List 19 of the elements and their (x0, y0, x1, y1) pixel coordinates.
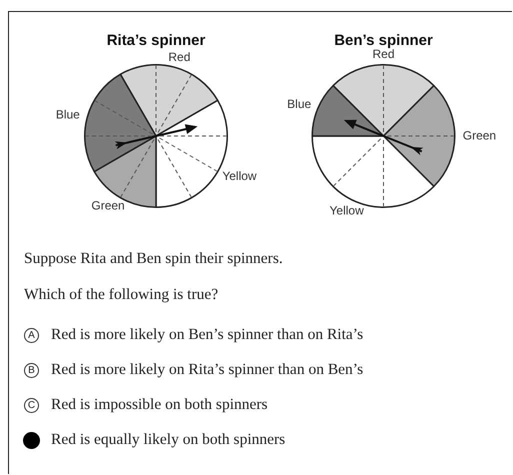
slice-label: Red (372, 47, 395, 62)
text: Red is more likely on Rita’s spinner than on Ben’s (51, 361, 364, 379)
text: B (24, 362, 39, 378)
text: A (24, 328, 39, 342)
text: C (24, 398, 39, 412)
slice-label: Green (91, 198, 125, 213)
text: Red is more likely on Ben’s spinner than on Rita’s (51, 326, 364, 344)
slice-label: Yellow (329, 203, 364, 218)
text: Which of the following is true? (24, 286, 218, 304)
text: Red is equally likely on both spinners (51, 431, 286, 449)
chart-title: Rita’s spinner (106, 32, 206, 50)
slice-label: Blue (56, 107, 80, 122)
slice-label: Yellow (222, 168, 257, 183)
slice-label: Green (462, 128, 496, 142)
slice-label: Red (168, 50, 190, 64)
text: Suppose Rita and Ben spin their spinners. (24, 250, 283, 268)
slice-label: Blue (287, 97, 312, 112)
text: Red is impossible on both spinners (51, 396, 268, 414)
chart-title: Ben’s spinner (334, 32, 433, 50)
